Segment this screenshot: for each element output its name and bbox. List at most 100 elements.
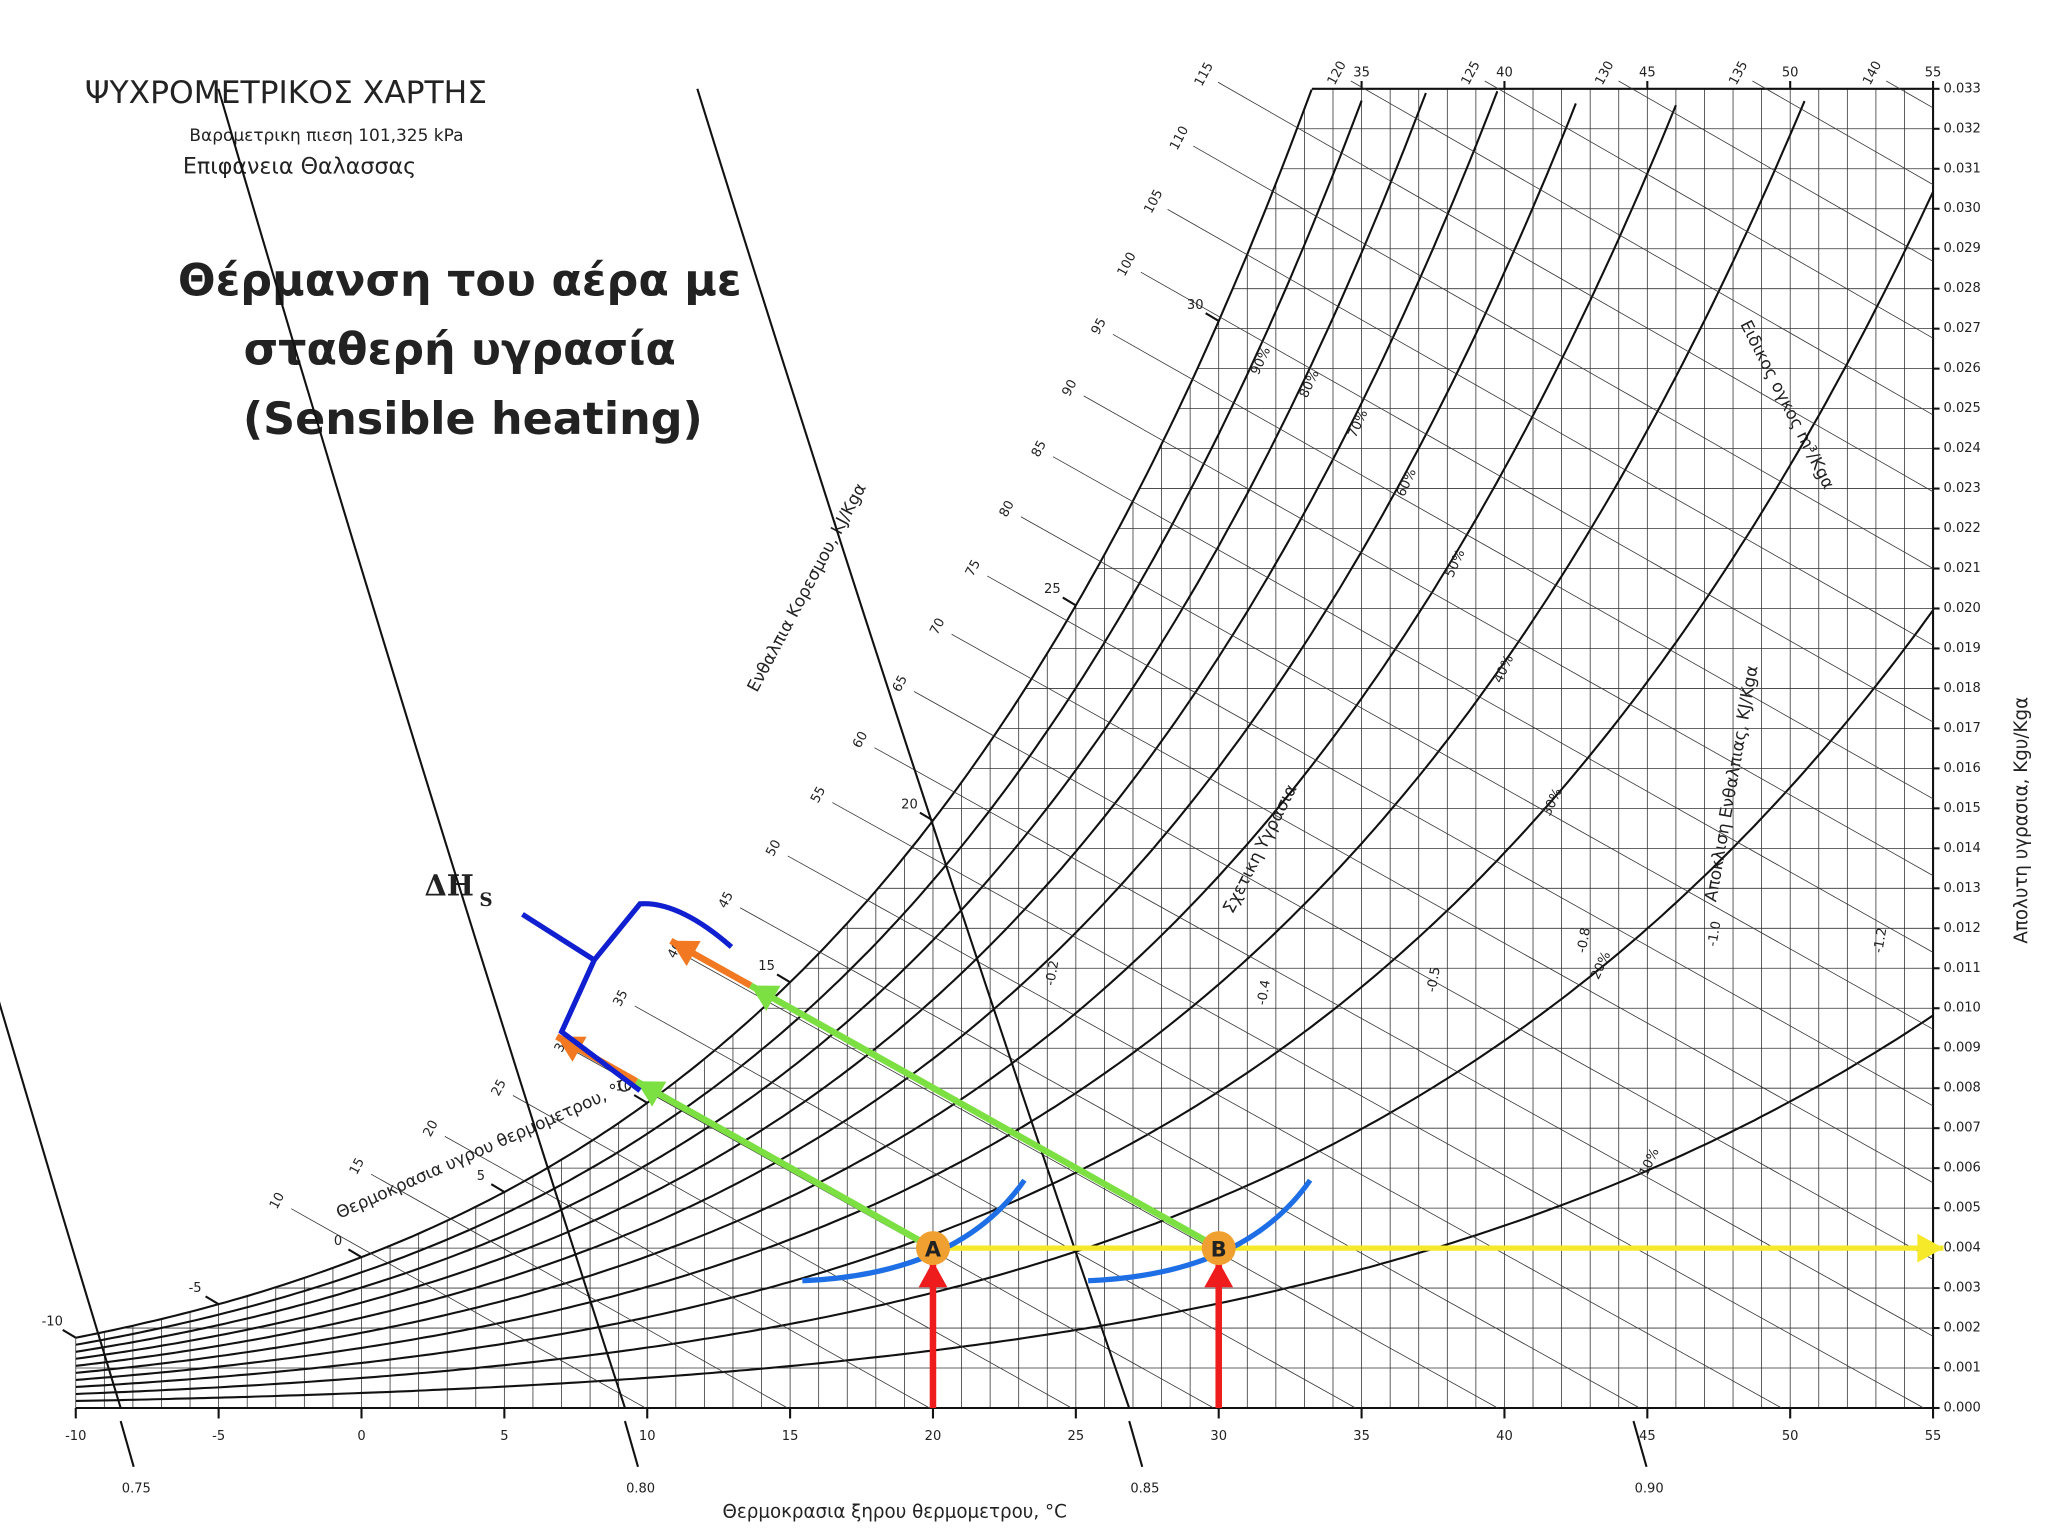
y-tick-label: 0.008: [1944, 1081, 1981, 1096]
x-tick-label: 45: [1639, 1429, 1656, 1444]
enthalpy-tick-label: 140: [1860, 59, 1885, 88]
enthalpy-line: [1217, 81, 1934, 493]
enthalpy-tick-label: 75: [963, 557, 984, 579]
process-arrow-head: [1917, 1233, 1944, 1263]
x-tick-label: 35: [1353, 1429, 1370, 1444]
volume-tick-label: 0.90: [1635, 1481, 1664, 1496]
y-tick-label: 0.025: [1944, 401, 1981, 416]
wet-bulb-tick: [633, 1094, 648, 1104]
wet-bulb-tick-label: 15: [758, 959, 775, 974]
enthalpy-tick-label: 100: [1115, 250, 1140, 279]
enthalpy-tick-label: 115: [1192, 60, 1217, 89]
rh-curve: [75, 100, 1806, 1381]
top-x-tick-label: 35: [1353, 66, 1370, 81]
y-tick-label: 0.017: [1944, 721, 1981, 736]
volume-tick: [1632, 1420, 1648, 1468]
x-tick-label: 15: [782, 1429, 799, 1444]
rh-label: 50%: [1443, 547, 1469, 580]
y-tick-label: 0.019: [1944, 641, 1981, 656]
y-tick-label: 0.013: [1944, 881, 1981, 896]
rh-label: 70%: [1345, 408, 1371, 441]
enthalpy-line: [1193, 145, 1934, 569]
dry-bulb-arrow-head: [918, 1261, 948, 1288]
y-tick-label: 0.011: [1944, 961, 1981, 976]
enthalpy-line: [1020, 516, 1934, 1030]
enthalpy-tick-label: 130: [1593, 59, 1618, 88]
volume-label: Ειδικος ογκος m³/Kgα: [1736, 317, 1839, 492]
enthalpy-line: [1886, 80, 1934, 109]
y-tick-label: 0.006: [1944, 1161, 1981, 1176]
heading-line: σταθερή υγρασία: [244, 325, 676, 376]
top-x-tick-label: 50: [1782, 66, 1799, 81]
enthalpy-tick-label: 35: [610, 988, 631, 1010]
enthalpy-tick-label: 135: [1726, 59, 1751, 88]
location-note: Επιφανεια Θαλασσας: [183, 154, 416, 180]
wet-bulb-tick-label: 5: [477, 1169, 485, 1184]
heading-line: Θέρμανση του αέρα με: [178, 255, 742, 306]
volume-line: [217, 88, 626, 1409]
enthalpy-tick-label: 90: [1059, 377, 1080, 399]
enthalpy-line: [832, 802, 1924, 1409]
deviation-tick-label: -1.2: [1871, 927, 1890, 955]
y-tick-label: 0.023: [1944, 481, 1981, 496]
enthalpy-tick-label: 95: [1089, 316, 1110, 338]
wet-bulb-tick-label: 25: [1044, 582, 1061, 597]
y-tick-label: 0.028: [1944, 281, 1981, 296]
wet-bulb-tick-label: 0: [334, 1234, 342, 1249]
enthalpy-line: [874, 747, 1934, 1337]
enthalpy-line: [370, 1173, 788, 1409]
rh-label: 80%: [1297, 368, 1323, 401]
y-tick-label: 0.015: [1944, 801, 1981, 816]
chart-title: ΨΥΧΡΟΜΕΤΡΙΚΟΣ ΧΑΡΤΗΣ: [85, 75, 487, 111]
enthalpy-tick-label: 15: [347, 1156, 368, 1178]
y-tick-label: 0.003: [1944, 1281, 1981, 1296]
top-x-tick-label: 40: [1496, 66, 1513, 81]
y-tick-label: 0.012: [1944, 921, 1981, 936]
enthalpy-line: [444, 1136, 930, 1409]
volume-tick-label: 0.75: [122, 1481, 151, 1496]
y-tick-label: 0.024: [1944, 441, 1981, 456]
wet-bulb-tick-label: 30: [1187, 298, 1204, 313]
rh-curve: [75, 92, 1427, 1353]
state-point-label: A: [925, 1238, 942, 1262]
enthalpy-line: [1083, 395, 1934, 876]
y-tick-label: 0.014: [1944, 841, 1981, 856]
enthalpy-line: [913, 691, 1934, 1260]
volume-tick: [623, 1420, 639, 1468]
enthalpy-tick-label: 10: [267, 1190, 288, 1212]
x-tick-label: 10: [639, 1429, 656, 1444]
x-tick-label: 0: [357, 1429, 365, 1444]
volume-line: [0, 1001, 122, 1409]
y-tick-label: 0.033: [1944, 81, 1981, 96]
enthalpy-arrow-head: [636, 1081, 667, 1107]
enthalpy-line: [739, 907, 1640, 1409]
rh-label: 20%: [1588, 949, 1614, 982]
wet-bulb-tick: [205, 1295, 220, 1306]
y-tick-label: 0.022: [1944, 521, 1981, 536]
y-tick-label: 0.020: [1944, 601, 1981, 616]
enthalpy-line: [1140, 271, 1934, 723]
enthalpy-tick-label: 20: [421, 1118, 442, 1140]
y-tick-label: 0.005: [1944, 1201, 1981, 1216]
wet-bulb-tick: [1205, 312, 1220, 322]
enthalpy-label: Ενθαλπια Κορεσμου, KJ/Kgα: [744, 480, 871, 695]
enthalpy-line: [787, 855, 1782, 1409]
deviation-label: Αποκλιση Ενθαλπιας, KJ/Kgα: [1701, 664, 1762, 903]
rh-curve: [75, 90, 1499, 1360]
enthalpy-line: [1052, 456, 1934, 953]
delta-label: ΔH: [424, 869, 473, 903]
volume-line: [696, 88, 1131, 1409]
deviation-tick-label: -1.0: [1705, 920, 1724, 948]
wet-bulb-tick: [1062, 596, 1077, 607]
top-x-tick-label: 55: [1925, 66, 1942, 81]
enthalpy-tick-label: 50: [763, 837, 784, 859]
enthalpy-tick-label: 70: [927, 616, 948, 638]
enthalpy-tick-label: 25: [489, 1077, 510, 1099]
wet-bulb-tick: [776, 973, 791, 984]
volume-tick: [119, 1420, 135, 1468]
enthalpy-line: [1112, 333, 1934, 800]
enthalpy-line: [291, 1208, 646, 1409]
state-point: [915, 1231, 950, 1266]
dry-bulb-arrow-head: [1204, 1261, 1234, 1288]
